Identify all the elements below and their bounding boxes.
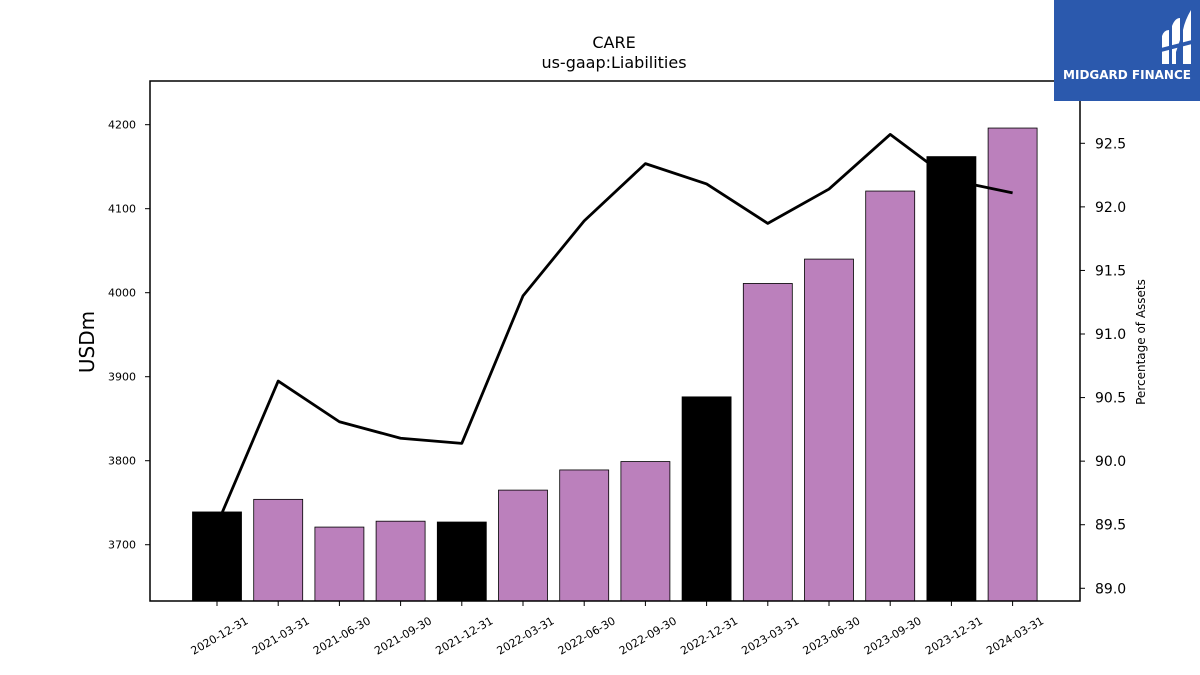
x-tick-label: 2021-09-30 [372,614,434,657]
brand-logo: MIDGARD FINANCE [1054,0,1200,101]
y-tick-label: 4000 [108,287,136,300]
y-tick-label: 4200 [108,119,136,132]
bar [742,283,793,602]
bar-series [192,127,1038,602]
y-tick-label: 4100 [108,203,136,216]
plot-frame [149,80,1081,602]
y2-tick-label: 90.5 [1095,391,1126,407]
bar [926,156,977,602]
x-tick-label: 2022-03-31 [495,614,557,657]
bar [804,258,854,602]
x-axis-ticks: 2020-12-31 2021-03-31 2021-06-30 2021-09-30… [189,601,1046,658]
x-tick-label: 2021-12-31 [433,614,495,657]
x-tick-label: 2023-03-31 [739,614,801,657]
x-tick-label: 2020-12-31 [189,614,251,657]
y2-tick-label: 92.5 [1095,136,1126,152]
bar [314,526,365,602]
bar [559,469,610,602]
bar [865,190,916,602]
x-tick-label: 2023-06-30 [801,614,863,657]
x-tick-label: 2021-03-31 [250,614,312,657]
x-tick-label: 2023-09-30 [862,614,924,657]
chart-title: CARE [592,33,635,52]
x-tick-label: 2022-06-30 [556,614,618,657]
x-tick-label: 2022-09-30 [617,614,679,657]
y2-tick-label: 91.0 [1095,327,1126,343]
y-axis-label: USDm [75,311,99,373]
x-tick-label: 2022-12-31 [678,614,740,657]
line-series [215,132,1013,526]
line-path [215,132,1013,526]
brand-mark-icon [1161,10,1192,64]
y2-tick-label: 91.5 [1095,263,1126,279]
y2-tick-label: 89.5 [1095,518,1126,534]
bar [192,511,242,602]
y-tick-label: 3900 [108,371,136,384]
bar [498,489,548,602]
bar [987,127,1038,602]
bar [436,521,487,602]
y2-axis-ticks: 89.0 89.5 90.0 90.5 91.0 91.5 92.0 92.5 [1080,136,1126,597]
x-tick-label: 2021-06-30 [311,614,373,657]
y2-tick-label: 90.0 [1095,454,1126,470]
bar [253,498,304,602]
x-tick-label: 2024-03-31 [984,614,1046,657]
brand-name: MIDGARD FINANCE [1063,68,1191,82]
bar [375,520,426,602]
y2-axis-label: Percentage of Assets [1134,279,1148,405]
y2-tick-label: 92.0 [1095,200,1126,216]
y-tick-label: 3700 [108,539,136,552]
y-axis-ticks: 3700 3800 3900 4000 4100 4200 [108,119,150,552]
y2-tick-label: 89.0 [1095,581,1126,597]
y-tick-label: 3800 [108,455,136,468]
bar [681,396,732,602]
chart-subtitle: us-gaap:Liabilities [541,53,686,72]
bar [620,461,671,602]
x-tick-label: 2023-12-31 [923,614,985,657]
